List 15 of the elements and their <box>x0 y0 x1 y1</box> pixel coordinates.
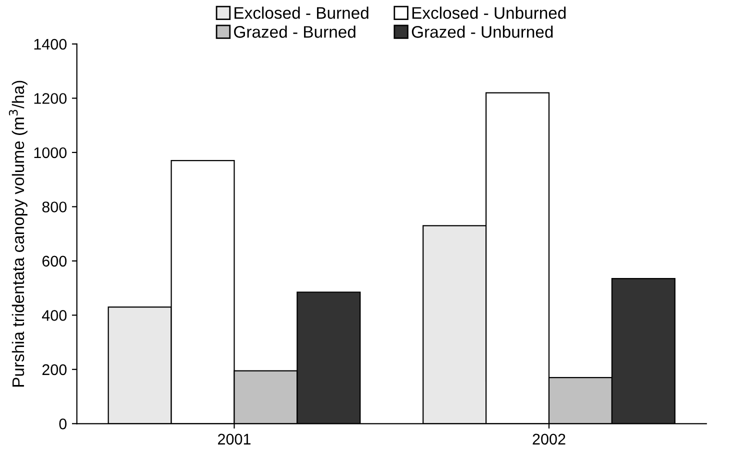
legend-label: Grazed - Burned <box>234 26 356 38</box>
y-tick-label: 1200 <box>34 93 67 104</box>
y-tick-label: 400 <box>42 310 67 321</box>
y-tick-label: 600 <box>42 256 67 267</box>
y-axis-title: Purshia tridentata canopy volume (m$^{3}$/ha) <box>8 80 28 387</box>
x-tick-label: 2002 <box>532 434 566 445</box>
y-tick-label: 1400 <box>34 38 67 50</box>
legend-label: Grazed - Unburned <box>412 26 553 38</box>
y-tick-label: 200 <box>42 364 67 376</box>
y-tick-label: 1000 <box>34 147 67 158</box>
y-tick-label: 800 <box>42 202 67 212</box>
x-tick-label: 2001 <box>218 434 250 445</box>
legend-label: Exclosed - Burned <box>234 6 368 19</box>
y-tick-label: 0 <box>59 418 67 430</box>
legend-label: Exclosed - Unburned <box>412 6 566 19</box>
